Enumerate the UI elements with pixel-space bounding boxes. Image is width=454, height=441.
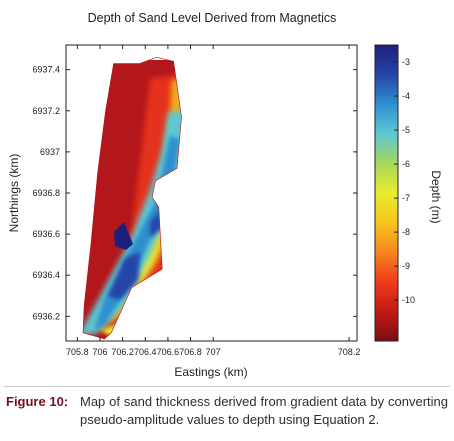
colorbar-ticks: -3 -4 -5 -6 -7 -8 -9 -10 — [394, 57, 415, 305]
y-tick-label: 6936.8 — [32, 188, 60, 198]
colorbar-label: Depth (m) — [429, 170, 443, 223]
y-axis-label: Northings (km) — [7, 154, 21, 233]
colorbar-tick-label: -7 — [402, 193, 410, 203]
y-tick-label: 6936.6 — [32, 229, 60, 239]
x-tick-label: 706.8 — [179, 347, 202, 357]
survey-outline — [82, 56, 182, 340]
y-axis-ticks: 6936.2 6936.4 6936.6 6936.8 6937 6937.2 6937.4 — [32, 65, 357, 321]
y-tick-label: 6937 — [40, 147, 60, 157]
deep-blue-blob — [114, 222, 133, 250]
caption-separator — [4, 386, 450, 387]
colorbar — [374, 44, 399, 342]
colorbar-tick-label: -3 — [402, 57, 410, 67]
x-tick-label: 706.2 — [111, 347, 134, 357]
x-tick-label: 707 — [206, 347, 221, 357]
dark-blue-patches — [108, 210, 162, 300]
colorbar-tick-label: -8 — [402, 227, 410, 237]
x-axis-label: Eastings (km) — [174, 365, 247, 379]
caption-text: Map of sand thickness derived from gradi… — [80, 394, 448, 427]
colorbar-tick-label: -6 — [402, 159, 410, 169]
x-tick-label: 706.4 — [134, 347, 157, 357]
x-tick-label: 706.6 — [157, 347, 180, 357]
y-tick-label: 6936.2 — [32, 311, 60, 321]
chart-title: Depth of Sand Level Derived from Magneti… — [88, 11, 337, 25]
colorbar-tick-label: -9 — [402, 261, 410, 271]
colorbar-tick-label: -10 — [402, 295, 415, 305]
x-axis-ticks: 705.8 706 706.2 706.4 706.6 706.8 707 708.2 — [66, 45, 360, 357]
colorbar-tick-label: -4 — [402, 91, 410, 101]
x-tick-label: 708.2 — [338, 347, 361, 357]
colorbar-tick-label: -5 — [402, 125, 410, 135]
figure: Depth of Sand Level Derived from Magneti… — [7, 11, 443, 379]
y-tick-label: 6936.4 — [32, 270, 60, 280]
x-tick-label: 705.8 — [66, 347, 89, 357]
caption-label: Figure 10: — [6, 394, 69, 409]
cyan-channel — [83, 110, 182, 336]
y-tick-label: 6937.4 — [32, 65, 60, 75]
figure-caption: Figure 10: Map of sand thickness derived… — [6, 393, 448, 429]
y-tick-label: 6937.2 — [32, 106, 60, 116]
x-tick-label: 706 — [92, 347, 107, 357]
